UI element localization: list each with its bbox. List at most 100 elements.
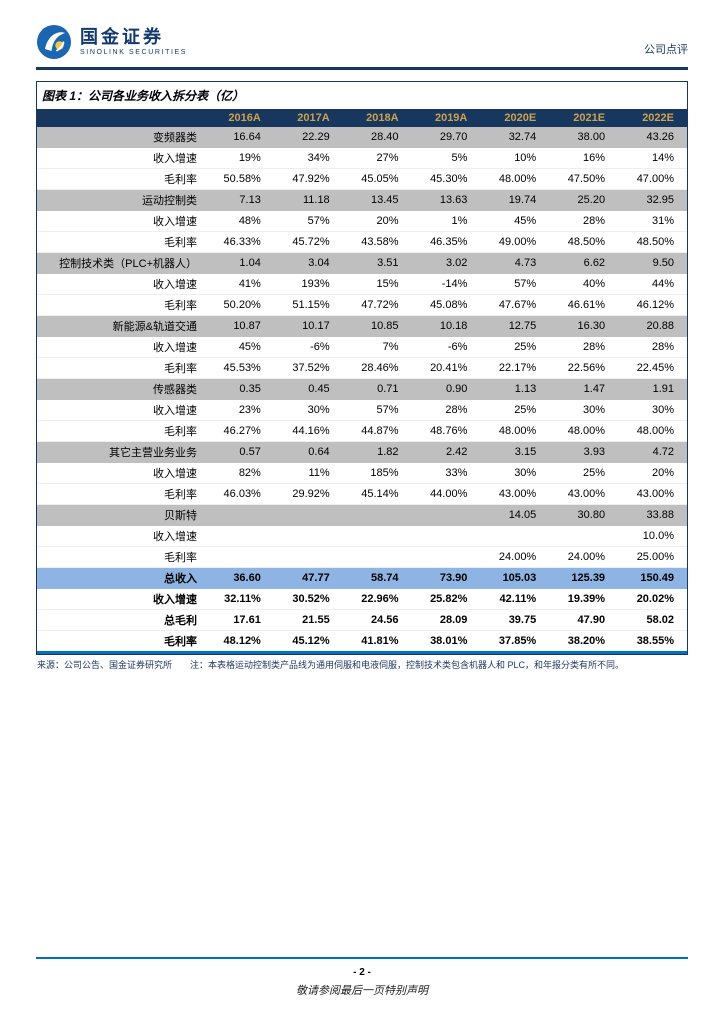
data-cell: 10.0% [618,525,687,547]
data-cell [273,546,343,568]
data-cell: 10.18 [411,315,481,337]
data-cell: 3.04 [273,252,343,274]
data-cell: 24.00% [549,546,619,568]
data-cell: 185% [342,462,412,484]
data-cell: 7% [342,336,412,358]
row-label: 其它主营业务业务 [37,441,205,463]
data-cell: 11% [273,462,343,484]
data-cell: 25% [549,462,619,484]
data-cell: 4.73 [480,252,550,274]
data-cell: 47.72% [342,294,412,316]
data-cell: 45.12% [273,630,343,653]
table-row: 毛利率 46.27% 44.16% 44.87% 48.76% 48.00% 48.00% 4… [37,420,687,442]
row-label: 控制技术类（PLC+机器人） [37,252,205,274]
footer-divider [36,957,688,959]
data-cell: 47.77 [273,567,343,589]
data-cell: 40% [549,273,619,295]
data-cell: 30.52% [273,588,343,610]
row-label: 毛利率 [37,630,205,653]
brand-text: 国金证券 SINOLINK SECURITIES [80,27,187,58]
data-cell: 28.46% [342,357,412,379]
data-cell: 44.00% [411,483,481,505]
data-cell: 47.00% [618,168,687,190]
data-cell: -14% [411,273,481,295]
year-column-header: 2019A [411,109,481,127]
row-label: 变频器类 [37,127,205,148]
source-note: 来源：公司公告、国金证券研究所 注：本表格运动控制类产品线为通用伺服和电液伺服，… [37,660,625,670]
data-cell [342,504,412,526]
row-label: 收入增速 [37,399,205,421]
data-cell: 1.91 [618,378,687,400]
data-cell: 1.13 [480,378,550,400]
data-cell: 45.08% [411,294,481,316]
data-cell: 30% [549,399,619,421]
row-label: 收入增速 [37,210,205,232]
data-cell: 125.39 [549,567,619,589]
data-cell: 7.13 [205,189,274,211]
row-label: 毛利率 [37,483,205,505]
year-column-header: 2022E [618,109,687,127]
data-cell: 51.15% [273,294,343,316]
data-cell: 10.17 [273,315,343,337]
year-column-header: 2017A [273,109,343,127]
data-cell: 25.82% [411,588,481,610]
data-cell: 21.55 [273,609,343,631]
data-cell: 29.92% [273,483,343,505]
data-cell: 58.02 [618,609,687,631]
data-cell: 46.35% [411,231,481,253]
data-cell [480,525,550,547]
data-cell: 48.00% [480,168,550,190]
data-cell: 33% [411,462,481,484]
table-row: 贝斯特 14.05 30.80 33.88 [37,504,687,526]
table-row: 控制技术类（PLC+机器人） 1.04 3.04 3.51 3.02 4.73 6.62 9.… [37,252,687,274]
row-label: 毛利率 [37,168,205,190]
data-cell: 16% [549,147,619,169]
data-cell: 0.57 [205,441,274,463]
data-cell: 0.35 [205,378,274,400]
data-cell: 36.60 [205,567,274,589]
data-cell: 23% [205,399,274,421]
row-label: 毛利率 [37,357,205,379]
table-row: 新能源&轨道交通 10.87 10.17 10.85 10.18 12.75 16.30 20… [37,315,687,337]
data-cell: 4.72 [618,441,687,463]
table-row: 收入增速 10.0% [37,525,687,547]
data-cell: 20% [618,462,687,484]
data-cell [205,504,274,526]
data-cell: 20.02% [618,588,687,610]
row-label: 贝斯特 [37,504,205,526]
data-cell: 28.40 [342,127,412,148]
data-cell: 47.92% [273,168,343,190]
table-row: 收入增速 41% 193% 15% -14% 57% 40% 44% [37,273,687,295]
data-cell: 57% [273,210,343,232]
data-cell: 1% [411,210,481,232]
row-label: 收入增速 [37,273,205,295]
row-label: 收入增速 [37,147,205,169]
data-cell: 45.14% [342,483,412,505]
table-row: 毛利率 46.03% 29.92% 45.14% 44.00% 43.00% 43.00% 4… [37,483,687,505]
data-cell: 24.56 [342,609,412,631]
data-cell: 13.63 [411,189,481,211]
table-row: 毛利率 50.20% 51.15% 47.72% 45.08% 47.67% 46.61% 4… [37,294,687,316]
data-cell: 49.00% [480,231,550,253]
table-row: 其它主营业务业务 0.57 0.64 1.82 2.42 3.15 3.93 4.72 [37,441,687,463]
row-label: 传感器类 [37,378,205,400]
row-label: 毛利率 [37,546,205,568]
data-cell: 82% [205,462,274,484]
data-cell: 57% [342,399,412,421]
data-cell: 39.75 [480,609,550,631]
data-cell: 38.01% [411,630,481,653]
data-cell: 1.04 [205,252,274,274]
data-cell: 37.52% [273,357,343,379]
data-cell: 3.51 [342,252,412,274]
page-footer: - 2 - 敬请参阅最后一页特别声明 [36,957,688,998]
data-cell: 45% [205,336,274,358]
table-row: 变频器类 16.64 22.29 28.40 29.70 32.74 38.00 43.26 [37,127,687,148]
data-cell: 48% [205,210,274,232]
year-column-header: 2021E [549,109,619,127]
table-row: 收入增速 19% 34% 27% 5% 10% 16% 14% [37,147,687,169]
data-cell: 42.11% [480,588,550,610]
brand: 国金证券 SINOLINK SECURITIES [36,24,187,60]
data-cell: 28% [549,336,619,358]
data-cell: 28% [618,336,687,358]
table-row: 收入增速 32.11% 30.52% 22.96% 25.82% 42.11% 19.39%… [37,588,687,610]
